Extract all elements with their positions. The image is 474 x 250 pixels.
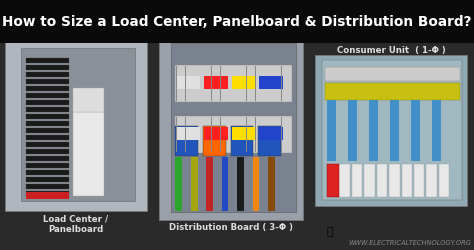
Bar [26, 80, 69, 85]
Bar [377, 164, 387, 198]
Bar [325, 68, 460, 82]
Bar [352, 164, 362, 198]
Text: How to Size a Load Center, Panelboard & Distribution Board?: How to Size a Load Center, Panelboard & … [2, 15, 472, 29]
Bar [414, 164, 424, 198]
Bar [176, 77, 200, 90]
Bar [204, 77, 228, 90]
Bar [5, 41, 147, 211]
Bar [322, 61, 462, 200]
Bar [26, 192, 69, 199]
Bar [253, 157, 259, 211]
Bar [175, 116, 292, 154]
Bar [390, 100, 399, 161]
Bar [389, 164, 400, 198]
Bar [176, 128, 200, 140]
Bar [325, 84, 460, 100]
Bar [26, 135, 69, 141]
Bar [26, 86, 69, 92]
Bar [232, 77, 255, 90]
Bar [26, 191, 69, 196]
Bar [231, 126, 253, 157]
Bar [427, 164, 437, 198]
Bar [26, 170, 69, 175]
Bar [327, 100, 336, 161]
Bar [222, 157, 228, 211]
Bar [171, 44, 296, 212]
Bar [175, 126, 198, 157]
Bar [259, 128, 283, 140]
Bar [259, 77, 283, 90]
Bar [191, 157, 198, 211]
Bar [26, 94, 69, 99]
Bar [26, 59, 69, 64]
Bar [26, 121, 69, 127]
Bar [26, 149, 69, 154]
Bar [73, 88, 104, 113]
Bar [175, 66, 292, 103]
Bar [26, 156, 69, 162]
Bar [26, 128, 69, 134]
Bar [327, 164, 339, 198]
Bar [339, 164, 350, 198]
Bar [206, 157, 213, 211]
Bar [365, 164, 375, 198]
Bar [21, 49, 135, 201]
Bar [258, 126, 281, 157]
Bar [268, 157, 275, 211]
Bar [73, 112, 104, 196]
Bar [237, 157, 244, 211]
Bar [411, 100, 419, 161]
Bar [26, 100, 69, 106]
Bar [26, 72, 69, 78]
Bar [26, 142, 69, 148]
Bar [26, 107, 69, 113]
Bar [315, 56, 467, 206]
Text: WWW.ELECTRICALTECHNOLOGY.ORG: WWW.ELECTRICALTECHNOLOGY.ORG [349, 239, 472, 245]
Bar [327, 164, 337, 198]
Text: 💡: 💡 [326, 226, 333, 236]
Bar [401, 164, 412, 198]
Bar [203, 126, 226, 157]
Text: Distribution Board ( 3-Φ ): Distribution Board ( 3-Φ ) [169, 222, 293, 232]
Bar [159, 38, 303, 220]
Text: Consumer Unit  ( 1-Φ ): Consumer Unit ( 1-Φ ) [337, 46, 446, 55]
Bar [432, 100, 441, 161]
Bar [26, 66, 69, 71]
Bar [175, 157, 182, 211]
Bar [439, 164, 449, 198]
Bar [26, 184, 69, 189]
Bar [348, 100, 356, 161]
Bar [26, 163, 69, 168]
Bar [26, 177, 69, 182]
Bar [26, 114, 69, 120]
Bar [369, 100, 378, 161]
Bar [0, 0, 474, 44]
Bar [232, 128, 255, 140]
Text: Load Center /
Panelboard: Load Center / Panelboard [43, 214, 109, 233]
Bar [204, 128, 228, 140]
